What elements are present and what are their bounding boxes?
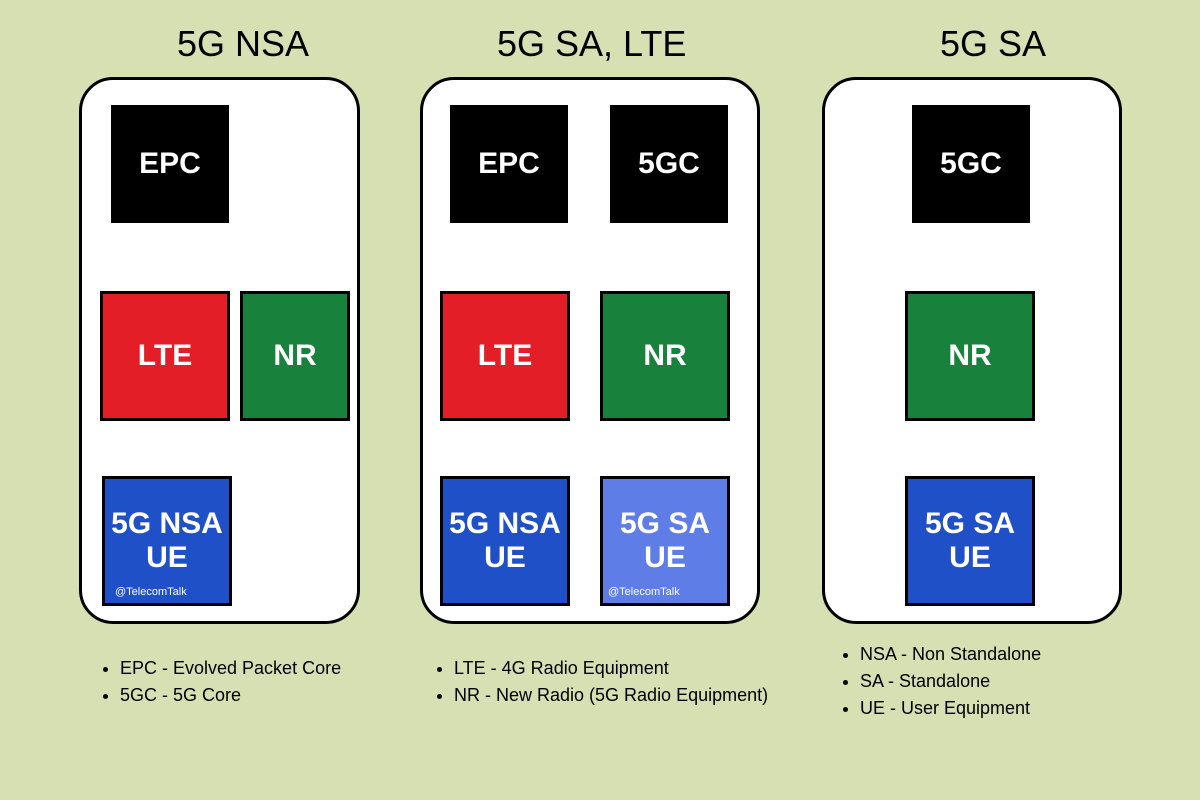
legend-block: LTE - 4G Radio Equipment NR - New Radio (… [432, 658, 768, 712]
node-ue: 5G SA UE [905, 476, 1035, 606]
node-nr: NR [600, 291, 730, 421]
legend-block: NSA - Non Standalone SA - Standalone UE - … [838, 644, 1041, 725]
watermark: @TelecomTalk [115, 586, 187, 598]
legend-block: EPC - Evolved Packet Core 5GC - 5G Core [98, 658, 341, 712]
node-nr: NR [240, 291, 350, 421]
legend-item: EPC - Evolved Packet Core [120, 658, 341, 679]
legend-item: UE - User Equipment [860, 698, 1041, 719]
node-5gc: 5GC [912, 105, 1030, 223]
node-lte: LTE [440, 291, 570, 421]
column-title: 5G SA [940, 23, 1046, 65]
node-nr: NR [905, 291, 1035, 421]
node-lte: LTE [100, 291, 230, 421]
column-title: 5G SA, LTE [497, 23, 686, 65]
node-5gc: 5GC [610, 105, 728, 223]
legend-item: NSA - Non Standalone [860, 644, 1041, 665]
node-epc: EPC [450, 105, 568, 223]
node-epc: EPC [111, 105, 229, 223]
legend-item: 5GC - 5G Core [120, 685, 341, 706]
watermark: @TelecomTalk [608, 586, 680, 598]
diagram-canvas: 5G NSAEPCLTENR5G NSA UE@TelecomTalk5G SA… [0, 0, 1200, 800]
column-title: 5G NSA [177, 23, 309, 65]
node-ue1: 5G NSA UE [440, 476, 570, 606]
legend-item: NR - New Radio (5G Radio Equipment) [454, 685, 768, 706]
legend-item: SA - Standalone [860, 671, 1041, 692]
legend-item: LTE - 4G Radio Equipment [454, 658, 768, 679]
